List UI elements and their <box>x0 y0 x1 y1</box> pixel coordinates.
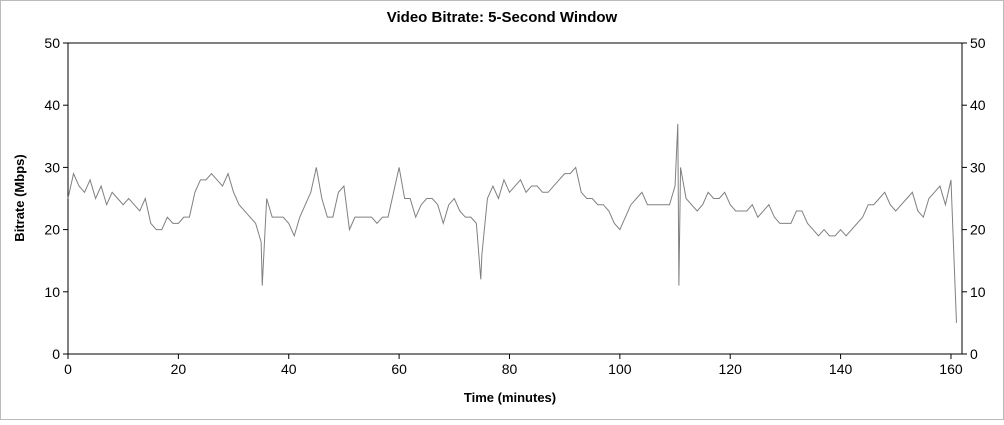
y-tick-label: 30 <box>44 159 60 175</box>
x-tick-label: 20 <box>171 361 187 377</box>
x-axis-label: Time (minutes) <box>464 390 556 405</box>
chart-title: Video Bitrate: 5-Second Window <box>387 9 618 26</box>
y2-tick-label: 50 <box>970 35 986 51</box>
y-tick-label: 0 <box>52 346 60 362</box>
x-tick-label: 100 <box>608 361 632 377</box>
y2-tick-label: 0 <box>970 346 978 362</box>
x-tick-label: 0 <box>64 361 72 377</box>
y-tick-label: 20 <box>44 222 60 238</box>
y2-tick-label: 30 <box>970 159 986 175</box>
y2-tick-label: 10 <box>970 284 986 300</box>
data-line <box>67 123 957 323</box>
y-tick-label: 50 <box>44 35 60 51</box>
y2-tick-label: 40 <box>970 97 986 113</box>
x-tick-label: 40 <box>281 361 297 377</box>
x-tick-label: 120 <box>719 361 743 377</box>
x-tick-label: 60 <box>391 361 407 377</box>
x-tick-label: 160 <box>939 361 963 377</box>
x-tick-label: 140 <box>829 361 853 377</box>
x-tick-label: 80 <box>502 361 518 377</box>
y-tick-label: 40 <box>44 97 60 113</box>
y-axis-label: Bitrate (Mbps) <box>12 154 27 241</box>
y2-tick-label: 20 <box>970 222 986 238</box>
y-tick-label: 10 <box>44 284 60 300</box>
